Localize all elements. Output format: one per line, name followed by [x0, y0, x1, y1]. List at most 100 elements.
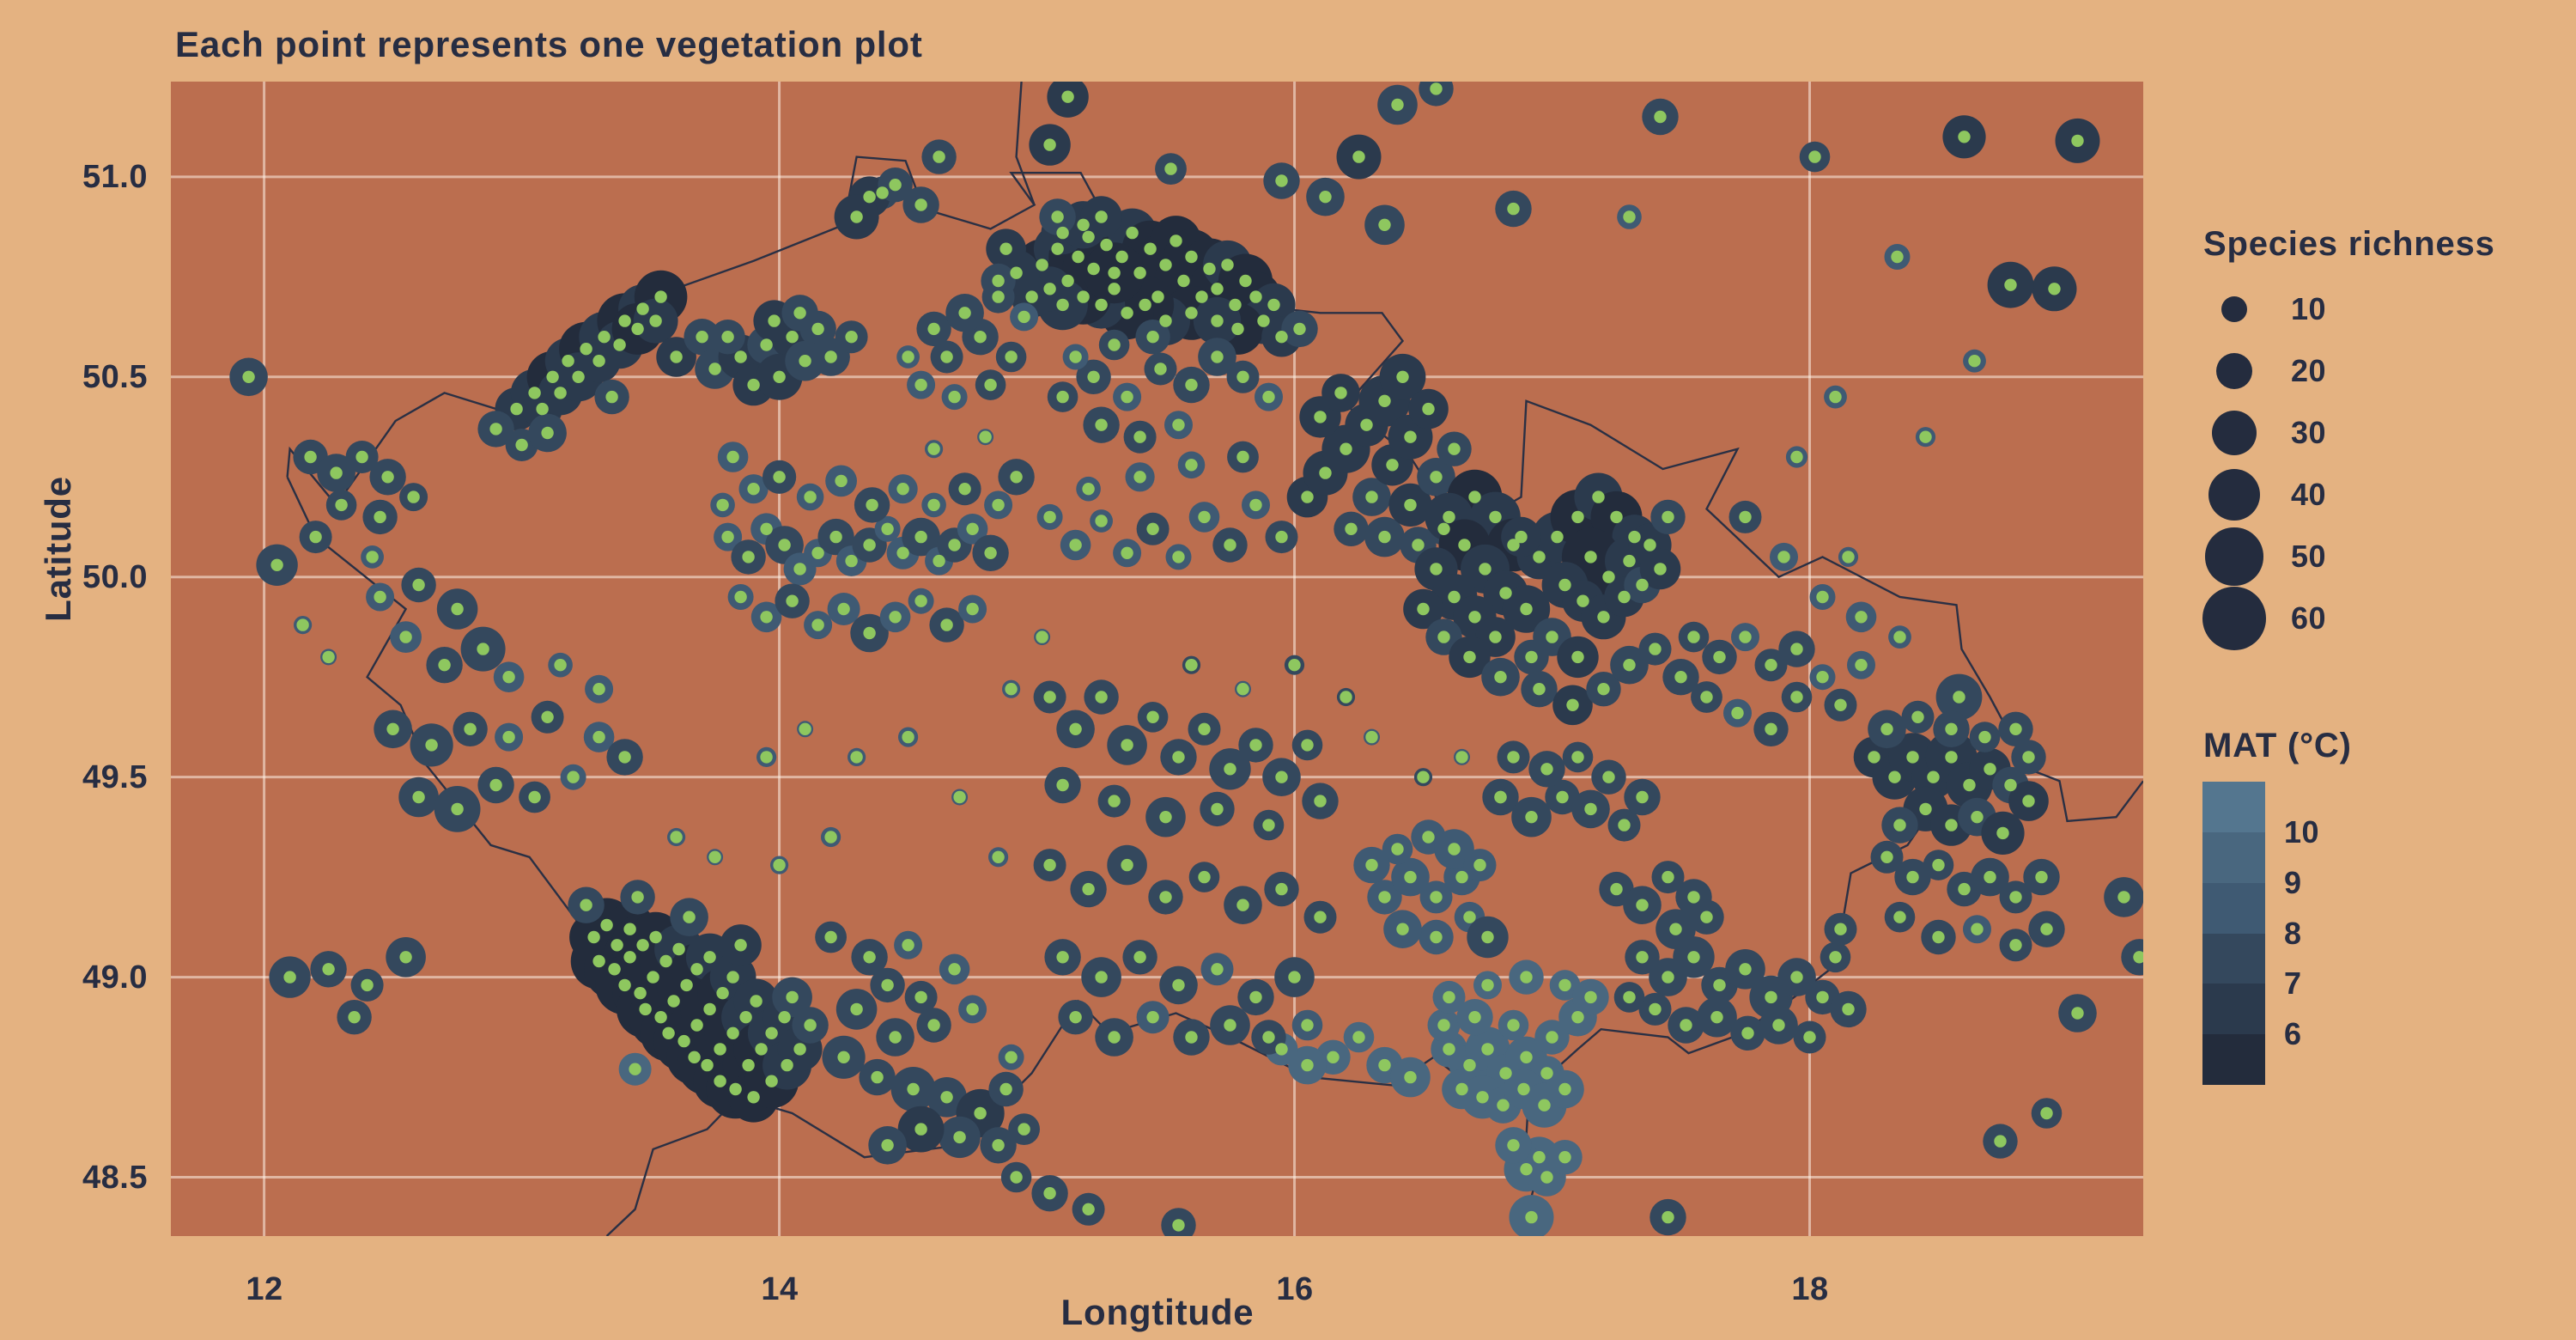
- vegetation-plot-dot: [760, 751, 773, 764]
- vegetation-plot-dot: [1172, 1219, 1185, 1232]
- vegetation-plot-dot: [914, 198, 927, 211]
- vegetation-plot-dot: [1010, 1171, 1023, 1184]
- mat-colorbar: [2202, 782, 2265, 1086]
- vegetation-plot-dot: [984, 546, 997, 559]
- vegetation-plot-dot: [1121, 390, 1133, 404]
- vegetation-plot-dot: [799, 722, 811, 735]
- vegetation-plot-dot: [1437, 630, 1450, 643]
- vegetation-plot-dot: [1275, 331, 1288, 344]
- vegetation-plot-dot: [1360, 418, 1373, 431]
- vegetation-plot-dot: [850, 210, 863, 223]
- vegetation-plot-dot: [1953, 691, 1965, 704]
- vegetation-plot-dot: [1396, 370, 1409, 383]
- vegetation-plot-dot: [1236, 898, 1249, 911]
- vegetation-plot-dot: [1430, 82, 1443, 95]
- vegetation-plot-dot: [1494, 790, 1507, 804]
- vegetation-plot-dot: [1154, 362, 1167, 375]
- vegetation-plot-dot: [2048, 283, 2061, 295]
- vegetation-plot-dot: [824, 930, 837, 944]
- vegetation-plot-dot: [629, 1063, 641, 1075]
- vegetation-plot-dot: [974, 331, 987, 344]
- vegetation-plot-dot: [1816, 671, 1829, 684]
- vegetation-plot-dot: [1365, 858, 1378, 872]
- vegetation-plot-dot: [1391, 98, 1404, 112]
- vegetation-plot-dot: [1056, 390, 1069, 404]
- vegetation-plot-dot: [755, 1043, 768, 1056]
- vegetation-plot-dot: [1051, 242, 1064, 255]
- vegetation-plot-dot: [1963, 778, 1976, 792]
- vegetation-plot-dot: [1164, 162, 1177, 175]
- vegetation-plot-dot: [1710, 1011, 1723, 1024]
- vegetation-plot-dot: [677, 1034, 690, 1048]
- vegetation-plot-dot: [781, 1058, 793, 1072]
- vegetation-plot-dot: [1623, 210, 1636, 223]
- vegetation-plot-dot: [1700, 911, 1713, 923]
- vegetation-plot-dot: [716, 498, 729, 512]
- vegetation-plot-dot: [355, 450, 368, 464]
- vegetation-plot-dot: [1489, 630, 1502, 643]
- vegetation-plot-dot: [747, 483, 760, 496]
- vegetation-plot-dot: [1386, 459, 1399, 472]
- vegetation-plot-dot: [881, 978, 894, 992]
- vegetation-plot-dot: [1739, 963, 1752, 976]
- x-tick-label: 14: [761, 1271, 799, 1307]
- vegetation-plot-dot: [927, 442, 940, 455]
- vegetation-plot-dot: [587, 930, 600, 944]
- vegetation-plot-dot: [322, 650, 335, 664]
- vegetation-plot-dot: [1540, 763, 1553, 776]
- vegetation-plot-dot: [1319, 191, 1332, 204]
- vegetation-plot-dot: [889, 179, 902, 192]
- vegetation-plot-dot: [1231, 322, 1244, 336]
- vegetation-plot-dot: [1095, 210, 1108, 223]
- vegetation-plot-dot: [992, 290, 1005, 303]
- vegetation-plot-dot: [966, 522, 979, 535]
- vegetation-plot-dot: [1262, 390, 1275, 404]
- neighbor-border: [605, 1096, 739, 1236]
- vegetation-plot-dot: [1649, 643, 1662, 655]
- vegetation-plot-dot: [1340, 442, 1352, 455]
- size-legend-circle: [2208, 468, 2261, 521]
- vegetation-plot-dot: [322, 963, 335, 976]
- vegetation-plot-dot: [1365, 490, 1378, 503]
- vegetation-plot-dot: [953, 790, 966, 804]
- vegetation-plot-dot: [680, 978, 693, 992]
- vegetation-plot-dot: [1437, 522, 1450, 535]
- vegetation-plot-dot: [1571, 751, 1584, 764]
- vegetation-plot-dot: [1662, 971, 1674, 984]
- vegetation-plot-dot: [1144, 242, 1157, 255]
- vegetation-plot-dot: [1108, 1031, 1121, 1044]
- vegetation-plot-dot: [966, 602, 979, 616]
- vegetation-plot-dot: [1005, 1051, 1018, 1064]
- vegetation-plot-dot: [1602, 570, 1615, 583]
- vegetation-plot-dot: [1868, 751, 1880, 764]
- vegetation-plot-dot: [1146, 331, 1159, 344]
- vegetation-plot-dot: [1051, 210, 1064, 223]
- vegetation-plot-dot: [811, 618, 824, 631]
- vegetation-plot-dot: [1507, 202, 1520, 216]
- vegetation-plot-dot: [992, 850, 1005, 863]
- vegetation-plot-dot: [1301, 1019, 1314, 1032]
- vegetation-plot-dot: [1507, 539, 1520, 551]
- vegetation-plot-dot: [1662, 1210, 1674, 1224]
- vegetation-plot-dot: [670, 350, 683, 363]
- vegetation-plot-dot: [845, 554, 858, 568]
- vegetation-plot-dot: [1577, 594, 1589, 607]
- mat-colorbar-value: 9: [2284, 865, 2302, 900]
- vegetation-plot-dot: [1455, 870, 1468, 884]
- vegetation-plot-dot: [1803, 1031, 1816, 1044]
- vegetation-plot-dot: [1481, 978, 1494, 992]
- vegetation-plot-dot: [1061, 90, 1074, 103]
- y-tick-label: 50.0: [82, 559, 148, 595]
- vegetation-plot-dot: [1443, 990, 1455, 1004]
- vegetation-plot-dot: [541, 426, 554, 440]
- vegetation-plot-dot: [999, 1082, 1012, 1096]
- vegetation-plot-dot: [1520, 602, 1533, 616]
- x-tick-label: 16: [1276, 1271, 1314, 1307]
- vegetation-plot-dot: [690, 1019, 703, 1032]
- vegetation-plot-dot: [799, 355, 811, 368]
- vegetation-plot-dot: [1958, 882, 1971, 896]
- vegetation-plot-dot: [1224, 763, 1236, 776]
- vegetation-plot-dot: [1927, 770, 1940, 783]
- vegetation-plot-dot: [850, 1002, 863, 1016]
- vegetation-plot-dot: [1146, 522, 1159, 535]
